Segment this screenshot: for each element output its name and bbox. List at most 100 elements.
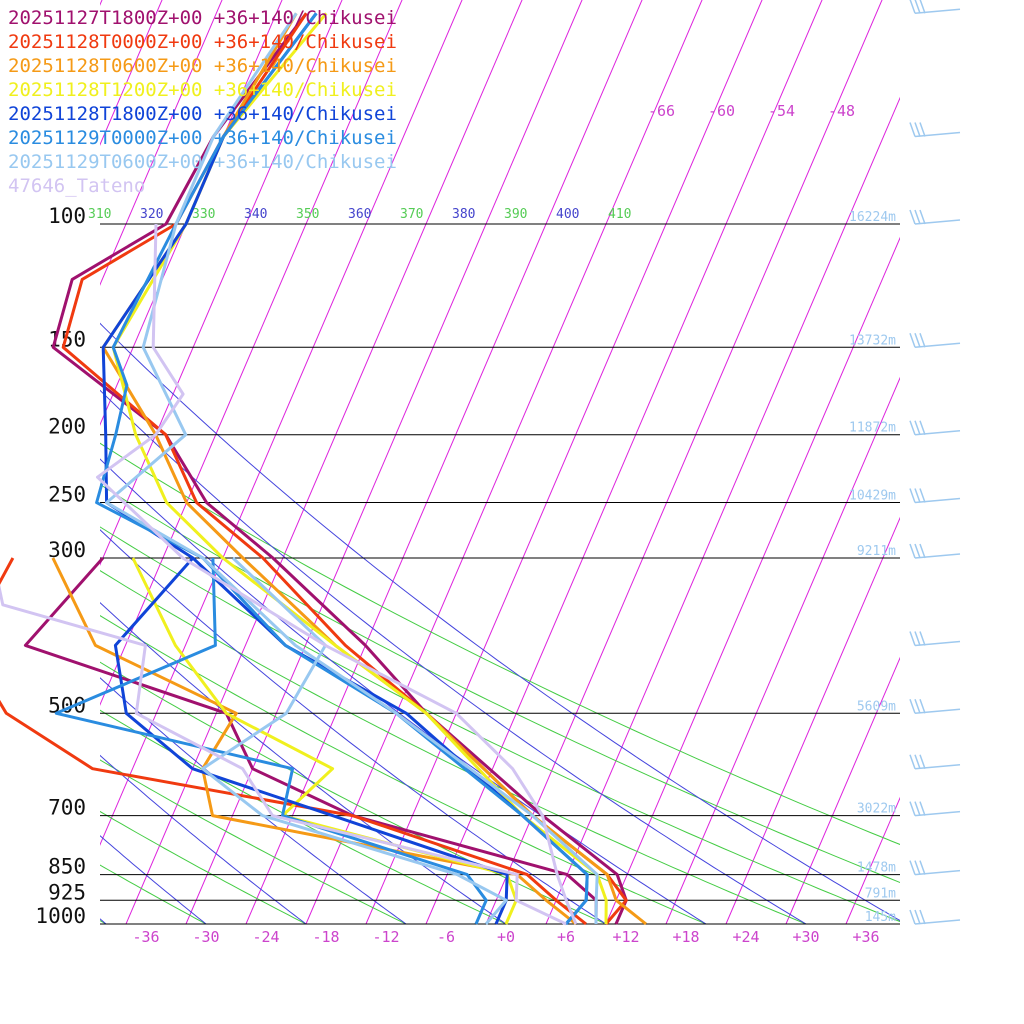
x-tick-label: -12 [372, 928, 399, 946]
moist-adiabat-lines [100, 322, 900, 924]
pressure-label: 100 [48, 204, 86, 228]
temperature-line [51, 12, 628, 925]
wind-barb-850hpa [909, 860, 961, 876]
height-label: 145m [865, 910, 896, 925]
dewpoint-line [54, 557, 488, 925]
x-tick-label: +30 [792, 928, 819, 946]
legend-item: 20251128T1200Z+00 +36+140/Chikusei [8, 79, 397, 101]
wind-barb-1000hpa [909, 909, 961, 925]
pressure-label: 250 [48, 483, 86, 507]
x-tick-label: +12 [612, 928, 639, 946]
height-label: 5609m [857, 699, 896, 714]
height-label: 13732m [849, 333, 896, 348]
height-label: 1478m [857, 861, 896, 876]
dewpoint-line [0, 584, 567, 926]
height-label: 3022m [857, 802, 896, 817]
isotherm-line [545, 96, 900, 924]
theta-label: 340 [244, 207, 267, 222]
series-8 [0, 223, 578, 926]
isotherm-line [245, 0, 643, 924]
dry-adiabat-line [100, 864, 207, 924]
x-tick-label: -24 [252, 928, 279, 946]
temperature-line [96, 223, 578, 925]
theta-label: 320 [140, 207, 163, 222]
x-tick-label: -18 [312, 928, 339, 946]
isotherm-line [966, 0, 1024, 924]
isotherm-line [365, 0, 763, 924]
isotherm-line [665, 376, 900, 924]
legend-item: 20251129T0600Z+00 +36+140/Chikusei [8, 151, 397, 173]
pressure-label: 500 [48, 693, 86, 717]
dewpoint-line [23, 557, 598, 925]
theta-label: 310 [88, 207, 111, 222]
height-label: 11872m [849, 421, 896, 436]
series-7 [105, 12, 599, 925]
x-tick-label: +24 [732, 928, 759, 946]
wind-barb-100hpa [909, 209, 961, 225]
isotherm-line [125, 0, 523, 924]
wind-barb-300hpa [909, 543, 961, 559]
pressure-label: 925 [48, 880, 86, 904]
wind-barb-75hpa [909, 122, 961, 138]
pressure-label: 1000 [35, 904, 86, 928]
legend-item: 20251128T0000Z+00 +36+140/Chikusei [8, 31, 397, 53]
x-tick-label: +0 [497, 928, 515, 946]
series-6 [54, 12, 589, 925]
x-tick-label: +6 [557, 928, 575, 946]
series-1 [23, 12, 628, 925]
wind-barbs [909, 0, 961, 925]
dewpoint-line [201, 556, 508, 925]
dewpoint-line [131, 557, 518, 925]
moist-adiabat-line [100, 835, 207, 924]
height-label: 10429m [849, 489, 896, 504]
series-3 [51, 12, 647, 926]
legend-item: 20251127T1800Z+00 +36+140/Chikusei [8, 7, 397, 29]
theta-label: 400 [556, 207, 579, 222]
theta-label: 350 [296, 207, 319, 222]
theta-label: 360 [348, 207, 371, 222]
isotherm-line [185, 0, 583, 924]
isotherm-line [485, 0, 883, 924]
temperature-line [105, 12, 599, 925]
sounding-profiles [0, 12, 647, 926]
wind-barb-600hpa [909, 754, 961, 770]
isotherm-line [100, 0, 283, 426]
theta-label: 330 [192, 207, 215, 222]
isotherm-line [785, 656, 900, 924]
legend: 20251127T1800Z+00 +36+140/Chikusei202511… [8, 7, 397, 197]
axis-labels: 100150200250300500700850925100016224m137… [35, 102, 896, 946]
dewpoint-line [113, 557, 509, 925]
wind-barb-700hpa [909, 801, 961, 817]
dry-adiabat-line [100, 661, 607, 924]
isotherm-line [906, 0, 1024, 924]
legend-item: 47646_Tateno [8, 175, 145, 197]
wind-barb-250hpa [909, 488, 961, 504]
x-tick-label: -6 [437, 928, 455, 946]
series-5 [101, 12, 589, 925]
isotherm-line [425, 0, 823, 924]
isotherm-label: -54 [768, 102, 795, 120]
temperature-line [101, 12, 589, 925]
legend-item: 20251128T0600Z+00 +36+140/Chikusei [8, 55, 397, 77]
wind-barb-50hpa [909, 0, 961, 15]
theta-label: 380 [452, 207, 475, 222]
isotherm-line [725, 516, 900, 924]
height-label: 9211m [857, 544, 896, 559]
x-tick-label: -30 [192, 928, 219, 946]
theta-label: 390 [504, 207, 527, 222]
x-tick-label: -36 [132, 928, 159, 946]
dewpoint-line [51, 557, 577, 926]
isotherm-lines [100, 0, 1024, 924]
dewpoint-line [0, 557, 587, 926]
theta-label: 410 [608, 207, 631, 222]
isotherm-label: -66 [648, 102, 675, 120]
isotherm-line [100, 0, 463, 846]
x-tick-label: +18 [672, 928, 699, 946]
x-tick-label: +36 [852, 928, 879, 946]
pressure-label: 200 [48, 415, 86, 439]
isotherm-line [845, 796, 900, 924]
height-label: 16224m [849, 210, 896, 225]
isotherm-line [305, 0, 703, 924]
isotherm-label: -48 [828, 102, 855, 120]
